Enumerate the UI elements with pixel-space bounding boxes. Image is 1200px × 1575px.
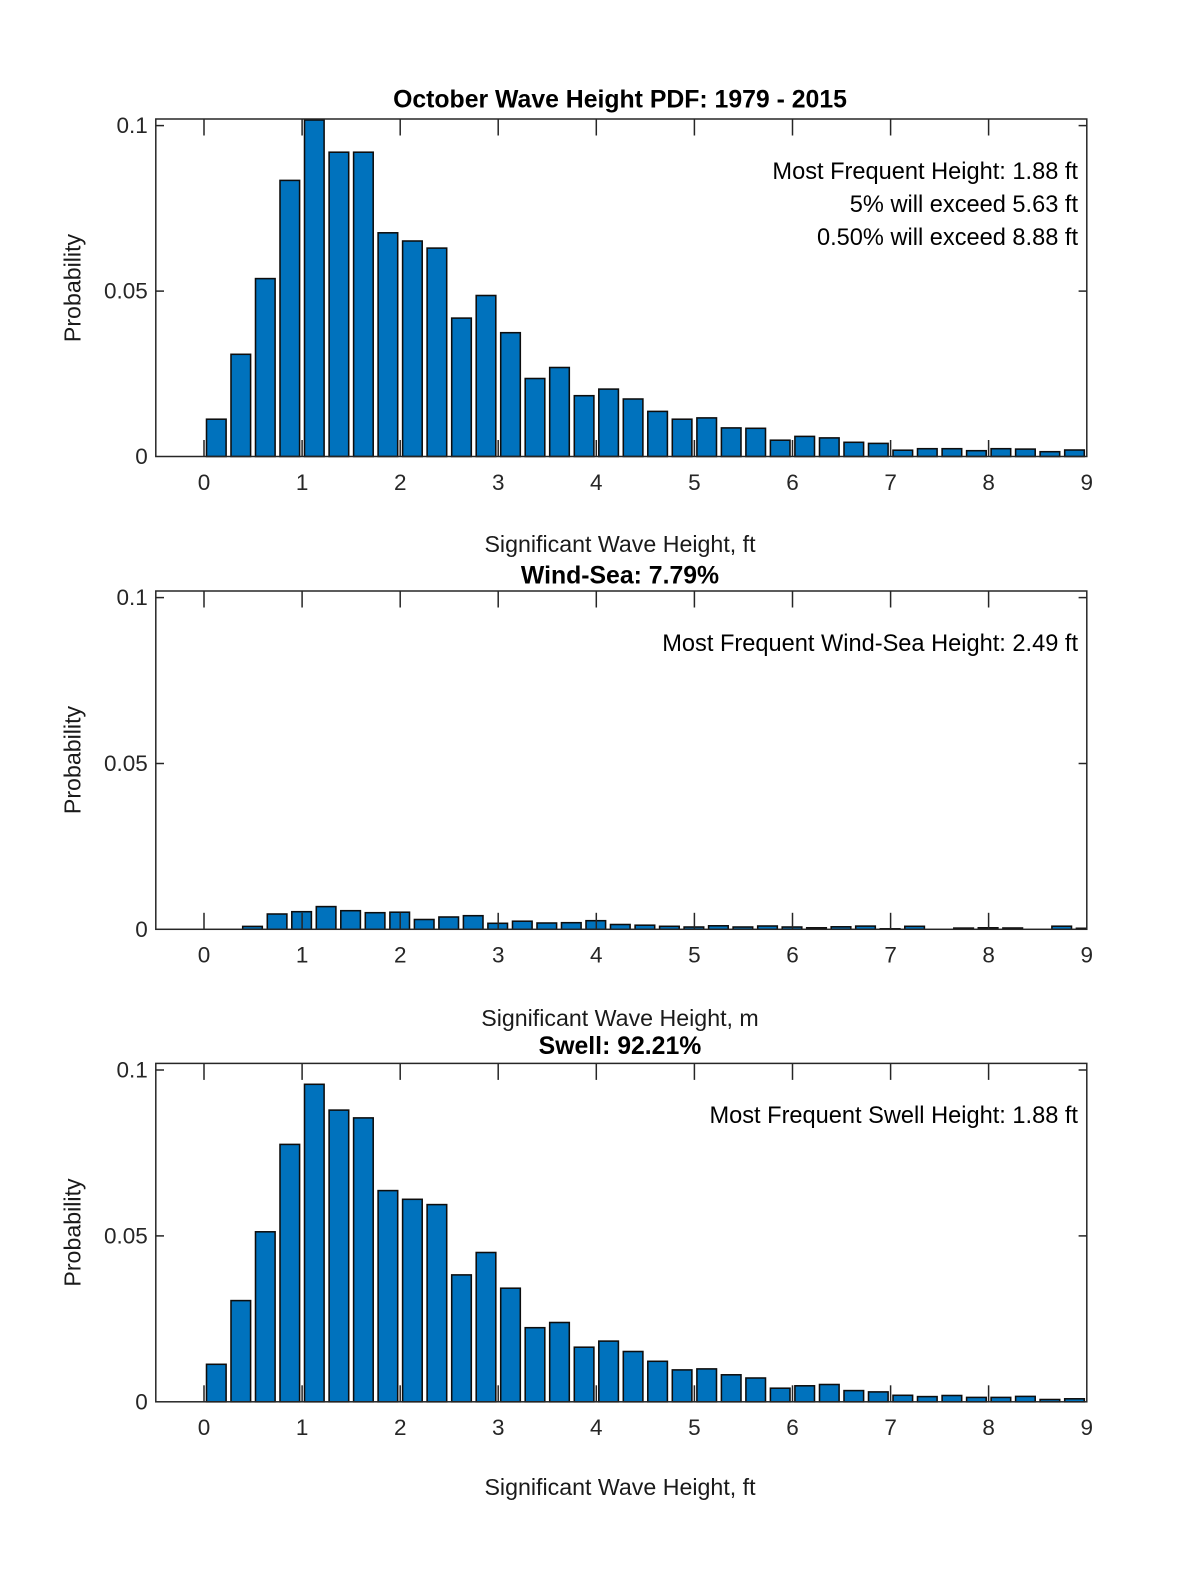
svg-text:3: 3 (492, 1415, 505, 1440)
svg-text:0.1: 0.1 (117, 1058, 148, 1083)
svg-text:7: 7 (884, 1415, 897, 1440)
svg-text:9: 9 (1080, 943, 1093, 968)
svg-text:0: 0 (135, 917, 148, 942)
svg-text:0: 0 (135, 1389, 148, 1414)
svg-text:October Wave Height PDF: 1979: October Wave Height PDF: 1979 - 2015 (393, 87, 847, 114)
svg-text:9: 9 (1080, 470, 1093, 495)
svg-text:Most Frequent Wind-Sea Height:: Most Frequent Wind-Sea Height: 2.49 ft (662, 631, 1078, 657)
svg-text:Probability: Probability (60, 233, 86, 342)
svg-text:Probability: Probability (60, 1178, 86, 1287)
svg-text:Most Frequent Swell Height: 1.: Most Frequent Swell Height: 1.88 ft (709, 1103, 1078, 1129)
svg-text:4: 4 (590, 1415, 603, 1440)
svg-text:Probability: Probability (60, 705, 86, 814)
svg-text:6: 6 (786, 1415, 799, 1440)
svg-text:2: 2 (394, 470, 407, 495)
svg-text:Significant Wave Height, m: Significant Wave Height, m (481, 1005, 759, 1031)
svg-text:0: 0 (135, 444, 148, 469)
svg-text:0.50% will exceed 8.88 ft: 0.50% will exceed 8.88 ft (817, 225, 1078, 251)
svg-text:Wind-Sea: 7.79%: Wind-Sea: 7.79% (521, 562, 719, 589)
svg-text:0.05: 0.05 (104, 1223, 148, 1248)
svg-text:5% will exceed 5.63 ft: 5% will exceed 5.63 ft (850, 192, 1079, 218)
svg-text:4: 4 (590, 470, 603, 495)
svg-text:4: 4 (590, 943, 603, 968)
svg-text:5: 5 (688, 1415, 701, 1440)
svg-text:3: 3 (492, 470, 505, 495)
svg-text:0.05: 0.05 (104, 751, 148, 776)
svg-text:Most Frequent Height: 1.88 ft: Most Frequent Height: 1.88 ft (772, 159, 1078, 185)
svg-text:6: 6 (786, 470, 799, 495)
svg-text:0.05: 0.05 (104, 279, 148, 304)
svg-text:9: 9 (1080, 1415, 1093, 1440)
svg-text:0.1: 0.1 (117, 585, 148, 610)
svg-text:5: 5 (688, 943, 701, 968)
svg-text:7: 7 (884, 943, 897, 968)
svg-text:2: 2 (394, 1415, 407, 1440)
svg-text:1: 1 (296, 1415, 309, 1440)
svg-text:0: 0 (198, 470, 211, 495)
svg-text:1: 1 (296, 943, 309, 968)
svg-text:7: 7 (884, 470, 897, 495)
svg-text:Swell: 92.21%: Swell: 92.21% (539, 1033, 702, 1060)
svg-text:0: 0 (198, 1415, 211, 1440)
svg-text:8: 8 (982, 943, 995, 968)
svg-text:Significant Wave Height, ft: Significant Wave Height, ft (484, 1474, 756, 1500)
svg-text:3: 3 (492, 943, 505, 968)
svg-text:2: 2 (394, 943, 407, 968)
svg-text:6: 6 (786, 943, 799, 968)
svg-text:1: 1 (296, 470, 309, 495)
svg-text:0: 0 (198, 943, 211, 968)
svg-text:8: 8 (982, 1415, 995, 1440)
svg-text:Significant Wave Height, ft: Significant Wave Height, ft (484, 531, 756, 557)
svg-text:5: 5 (688, 470, 701, 495)
svg-text:0.1: 0.1 (117, 113, 148, 138)
svg-text:8: 8 (982, 470, 995, 495)
